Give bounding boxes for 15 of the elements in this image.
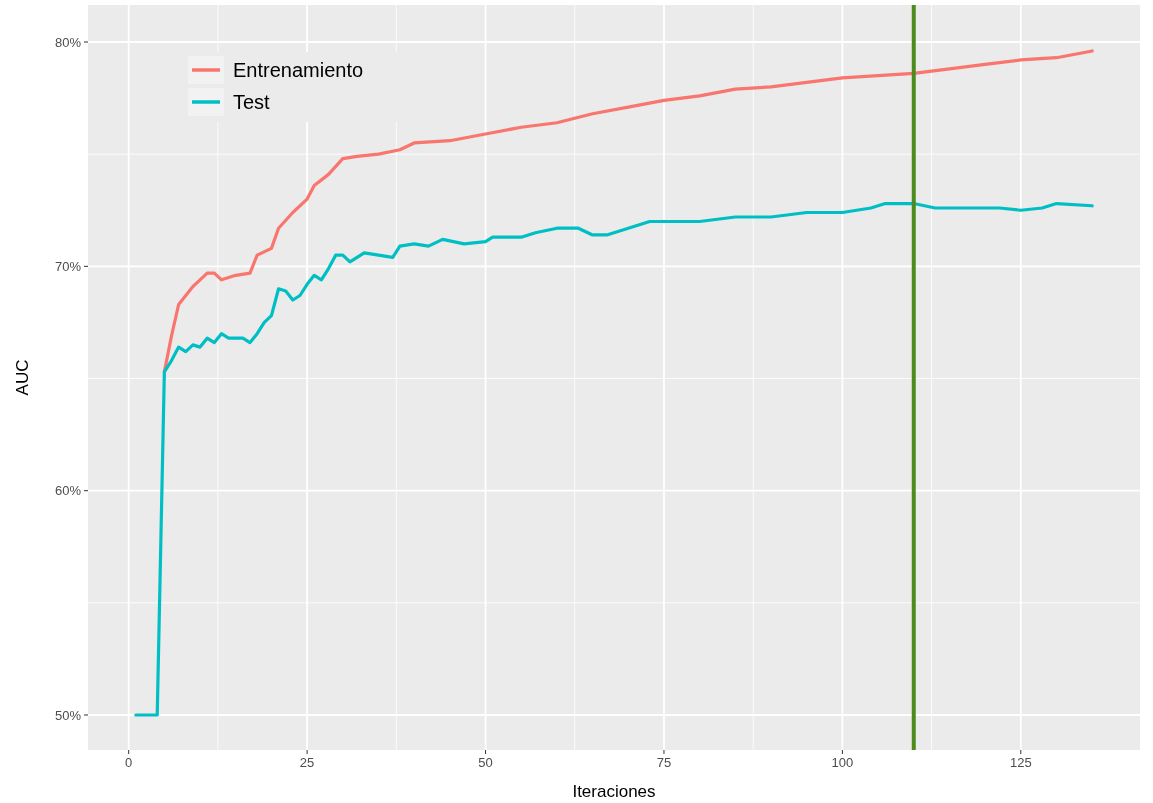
y-axis-title: AUC xyxy=(13,359,32,396)
x-tick-label: 125 xyxy=(1009,755,1032,770)
legend-label: Test xyxy=(233,91,271,113)
y-tick-label: 80% xyxy=(54,34,82,50)
y-tick-label: 60% xyxy=(54,483,82,499)
line-series xyxy=(134,201,1094,717)
x-tick-label: 0 xyxy=(125,755,133,770)
x-tick-label: 25 xyxy=(299,755,315,770)
x-tick-label: 75 xyxy=(656,755,672,770)
y-tick-label: 70% xyxy=(54,258,82,274)
y-tick-label: 50% xyxy=(54,707,82,723)
x-axis-title: Iteraciones xyxy=(572,782,656,801)
legend-label: Entrenamiento xyxy=(233,59,364,81)
x-tick-label: 50 xyxy=(478,755,493,770)
x-tick-label: 100 xyxy=(831,755,854,770)
